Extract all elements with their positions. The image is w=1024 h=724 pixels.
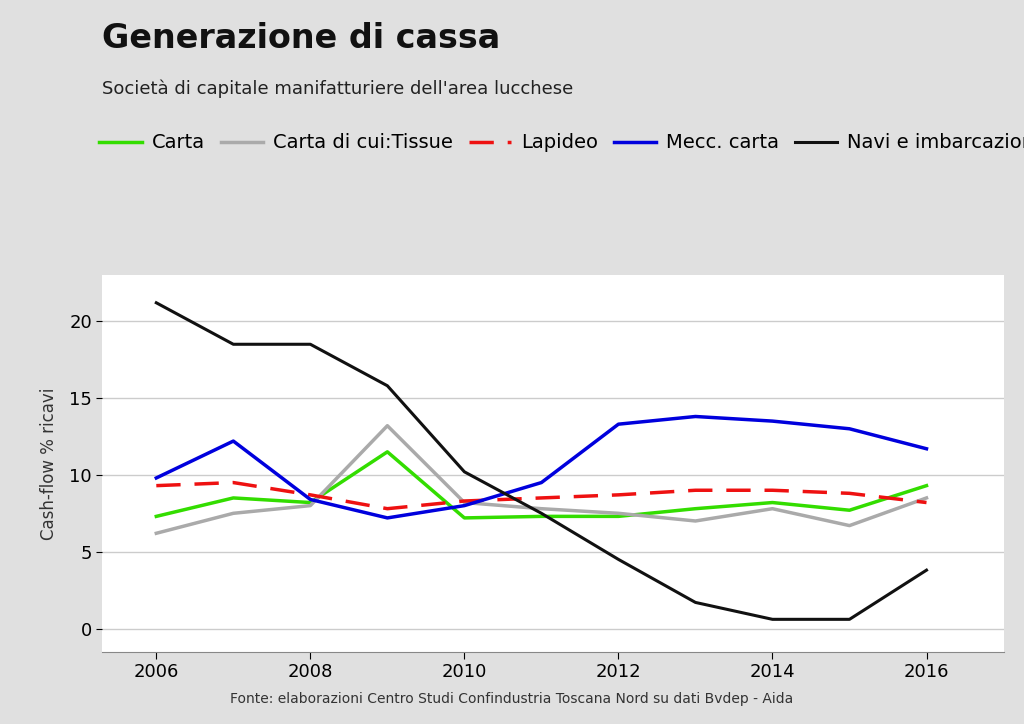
Lapideo bbox=[689, 486, 701, 494]
Carta bbox=[381, 447, 393, 456]
Mecc. carta bbox=[381, 513, 393, 522]
Legend: Carta, Carta di cui:Tissue, Lapideo, Mecc. carta, Navi e imbarcazioni: Carta, Carta di cui:Tissue, Lapideo, Mec… bbox=[91, 125, 1024, 160]
Mecc. carta bbox=[844, 424, 856, 433]
Carta di cui:Tissue bbox=[536, 505, 548, 513]
Carta bbox=[689, 505, 701, 513]
Lapideo bbox=[304, 491, 316, 500]
Navi e imbarcazioni bbox=[459, 468, 471, 476]
Navi e imbarcazioni bbox=[536, 509, 548, 518]
Lapideo bbox=[612, 491, 625, 500]
Navi e imbarcazioni bbox=[921, 566, 933, 575]
Navi e imbarcazioni bbox=[151, 298, 163, 307]
Lapideo bbox=[227, 479, 240, 487]
Navi e imbarcazioni bbox=[844, 615, 856, 623]
Lapideo bbox=[921, 498, 933, 507]
Mecc. carta bbox=[536, 479, 548, 487]
Carta di cui:Tissue bbox=[844, 521, 856, 530]
Mecc. carta bbox=[151, 473, 163, 482]
Carta di cui:Tissue bbox=[381, 421, 393, 430]
Carta di cui:Tissue bbox=[459, 498, 471, 507]
Carta di cui:Tissue bbox=[766, 505, 778, 513]
Y-axis label: Cash-flow % ricavi: Cash-flow % ricavi bbox=[40, 387, 58, 539]
Carta di cui:Tissue bbox=[151, 529, 163, 538]
Mecc. carta bbox=[921, 445, 933, 453]
Navi e imbarcazioni bbox=[381, 382, 393, 390]
Carta di cui:Tissue bbox=[612, 509, 625, 518]
Line: Navi e imbarcazioni: Navi e imbarcazioni bbox=[157, 303, 927, 619]
Carta di cui:Tissue bbox=[689, 517, 701, 526]
Lapideo bbox=[459, 497, 471, 505]
Carta bbox=[844, 506, 856, 515]
Lapideo bbox=[766, 486, 778, 494]
Mecc. carta bbox=[766, 417, 778, 426]
Mecc. carta bbox=[227, 437, 240, 445]
Navi e imbarcazioni bbox=[689, 598, 701, 607]
Lapideo bbox=[844, 489, 856, 497]
Mecc. carta bbox=[612, 420, 625, 429]
Carta bbox=[536, 512, 548, 521]
Text: Fonte: elaborazioni Centro Studi Confindustria Toscana Nord su dati Bvdep - Aida: Fonte: elaborazioni Centro Studi Confind… bbox=[230, 692, 794, 706]
Carta di cui:Tissue bbox=[304, 501, 316, 510]
Navi e imbarcazioni bbox=[227, 340, 240, 349]
Line: Mecc. carta: Mecc. carta bbox=[157, 416, 927, 518]
Mecc. carta bbox=[459, 501, 471, 510]
Navi e imbarcazioni bbox=[612, 555, 625, 564]
Carta di cui:Tissue bbox=[227, 509, 240, 518]
Carta bbox=[151, 512, 163, 521]
Text: Società di capitale manifatturiere dell'area lucchese: Società di capitale manifatturiere dell'… bbox=[102, 80, 573, 98]
Carta bbox=[459, 513, 471, 522]
Mecc. carta bbox=[304, 495, 316, 504]
Navi e imbarcazioni bbox=[304, 340, 316, 349]
Line: Carta: Carta bbox=[157, 452, 927, 518]
Navi e imbarcazioni bbox=[766, 615, 778, 623]
Lapideo bbox=[151, 481, 163, 490]
Carta bbox=[227, 494, 240, 502]
Carta bbox=[612, 512, 625, 521]
Text: Generazione di cassa: Generazione di cassa bbox=[102, 22, 501, 55]
Carta bbox=[766, 498, 778, 507]
Line: Lapideo: Lapideo bbox=[157, 483, 927, 509]
Carta di cui:Tissue bbox=[921, 494, 933, 502]
Lapideo bbox=[536, 494, 548, 502]
Line: Carta di cui:Tissue: Carta di cui:Tissue bbox=[157, 426, 927, 534]
Carta bbox=[304, 498, 316, 507]
Lapideo bbox=[381, 505, 393, 513]
Carta bbox=[921, 481, 933, 490]
Mecc. carta bbox=[689, 412, 701, 421]
